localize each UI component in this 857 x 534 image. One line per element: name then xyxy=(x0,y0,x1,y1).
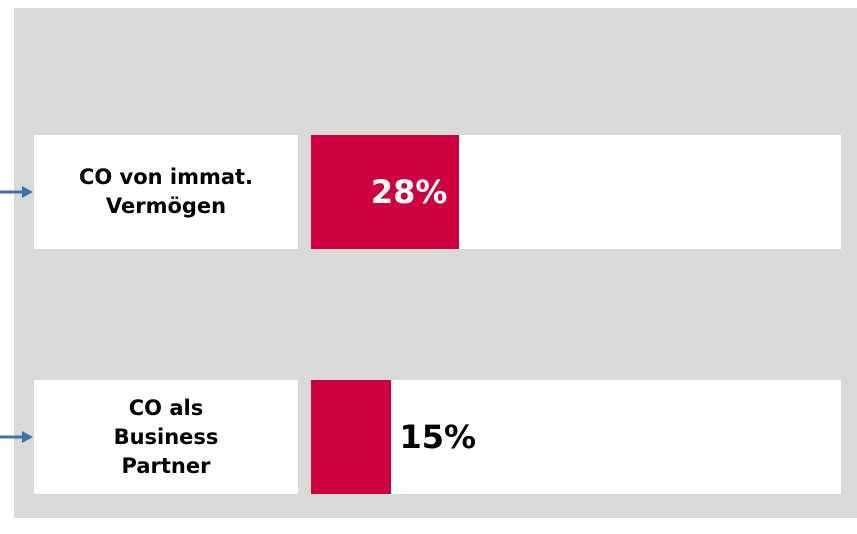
arrow xyxy=(0,431,33,443)
value-label: 15% xyxy=(399,418,477,456)
category-label: CO von immat. Vermögen xyxy=(34,135,298,249)
value-label: 28% xyxy=(370,173,448,211)
bar xyxy=(311,135,460,249)
bar xyxy=(311,380,391,494)
arrows xyxy=(0,186,33,443)
bar-track: 15% xyxy=(311,380,841,494)
arrow xyxy=(0,186,33,198)
bar-track: 28% xyxy=(311,135,841,249)
category-label: CO als Business Partner xyxy=(34,380,298,494)
